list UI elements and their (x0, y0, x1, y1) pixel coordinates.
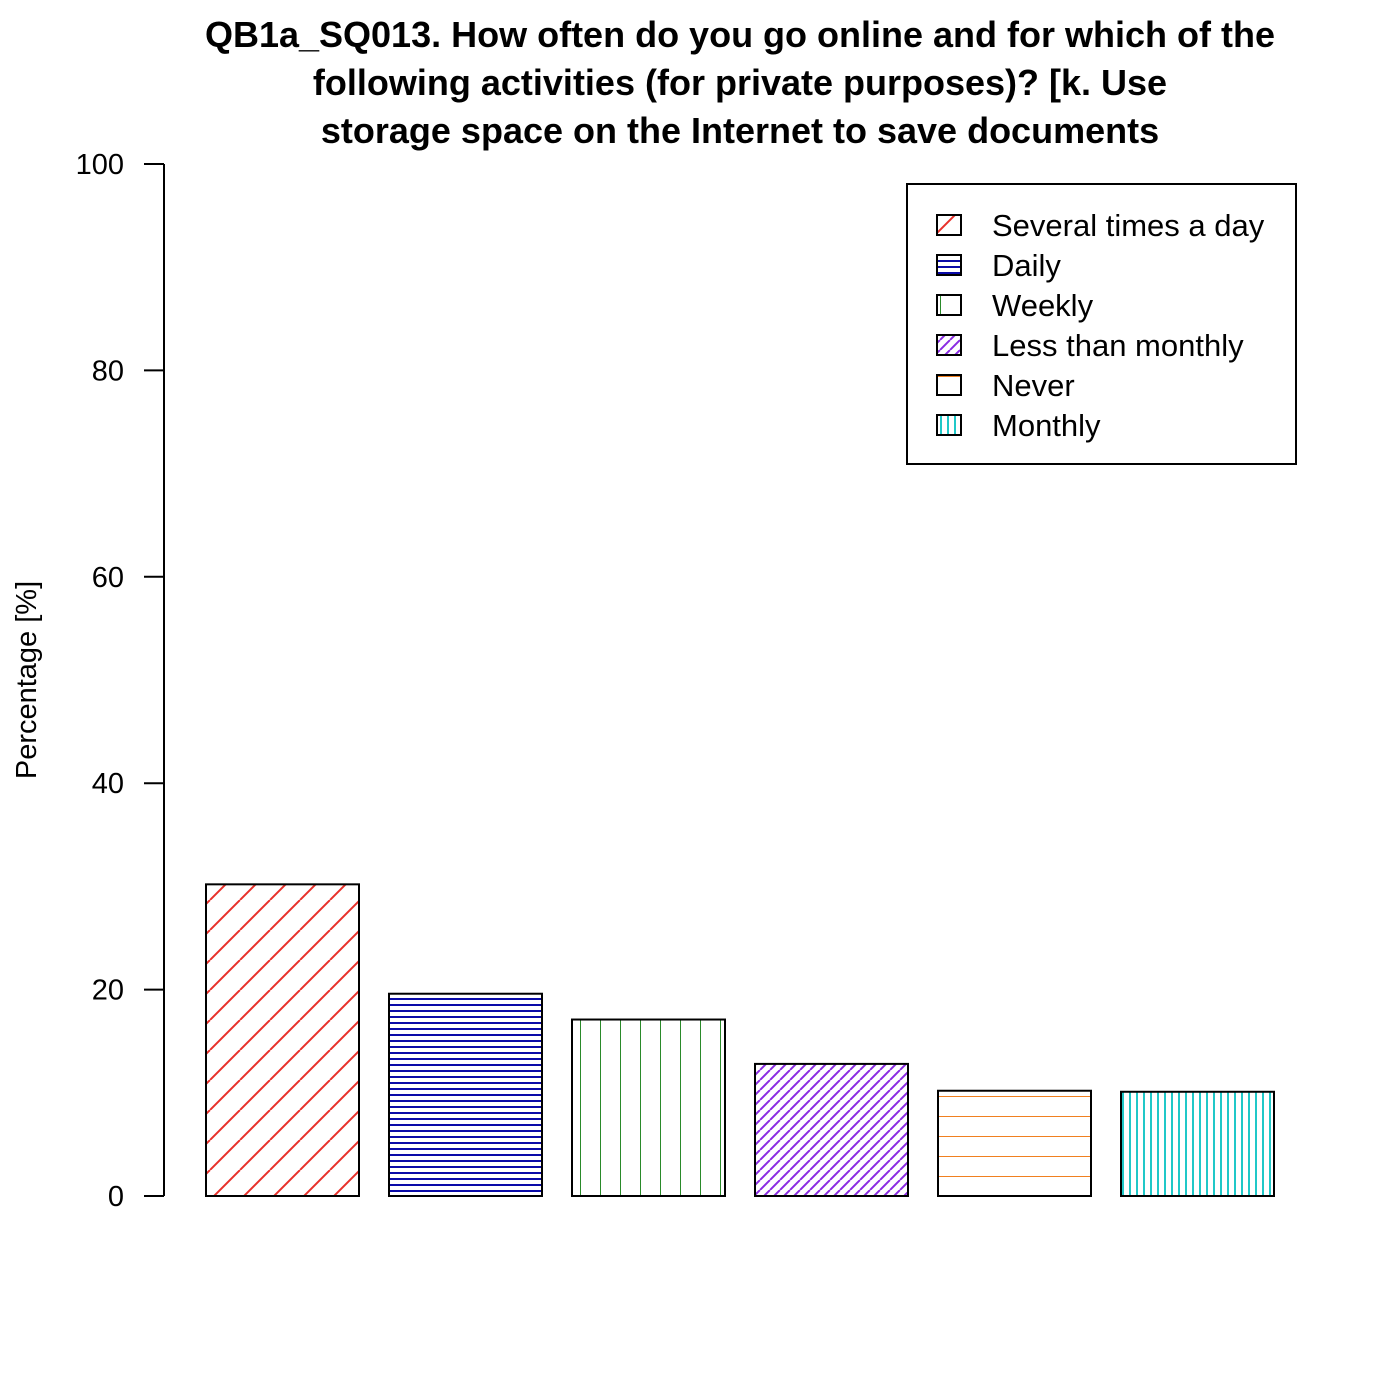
y-tick-label: 20 (92, 975, 124, 1007)
bar-less-than-monthly (754, 1062, 909, 1198)
bar-weekly (571, 1018, 726, 1198)
y-axis: 0 20 40 60 80 100 (76, 149, 165, 1213)
legend-swatch (936, 254, 962, 276)
legend-label: Daily (992, 248, 1061, 283)
legend-swatch (936, 334, 962, 356)
y-tick-label: 60 (92, 562, 124, 594)
bar-monthly (1120, 1090, 1275, 1197)
bar-several-times-a-day (205, 883, 360, 1197)
legend-swatch (936, 294, 962, 316)
y-tick-label: 80 (92, 355, 124, 387)
legend-label: Weekly (992, 288, 1094, 323)
legend-label: Monthly (992, 408, 1101, 443)
chart-title: QB1a_SQ013. How often do you go online a… (205, 14, 1275, 151)
legend-swatch (936, 414, 962, 436)
legend-label: Several times a day (992, 208, 1265, 243)
legend-label: Less than monthly (992, 328, 1244, 363)
legend-box (906, 183, 1297, 465)
legend-swatch (936, 374, 962, 396)
y-axis-label: Percentage [%] (11, 581, 43, 779)
y-tick-label: 40 (92, 768, 124, 800)
legend-label: Never (992, 368, 1075, 403)
bars-group (205, 883, 1275, 1198)
bar-never (937, 1089, 1092, 1197)
chart-title-line-1: QB1a_SQ013. How often do you go online a… (205, 14, 1275, 55)
y-tick-label: 0 (108, 1181, 124, 1213)
chart-title-line-3: storage space on the Internet to save do… (321, 110, 1159, 151)
legend: Several times a day Daily Weekly Less than … (906, 183, 1297, 465)
bar-daily (388, 992, 543, 1198)
legend-swatch (936, 214, 962, 236)
y-tick-label: 100 (76, 149, 124, 181)
chart-title-line-2: following activities (for private purpos… (313, 62, 1167, 103)
